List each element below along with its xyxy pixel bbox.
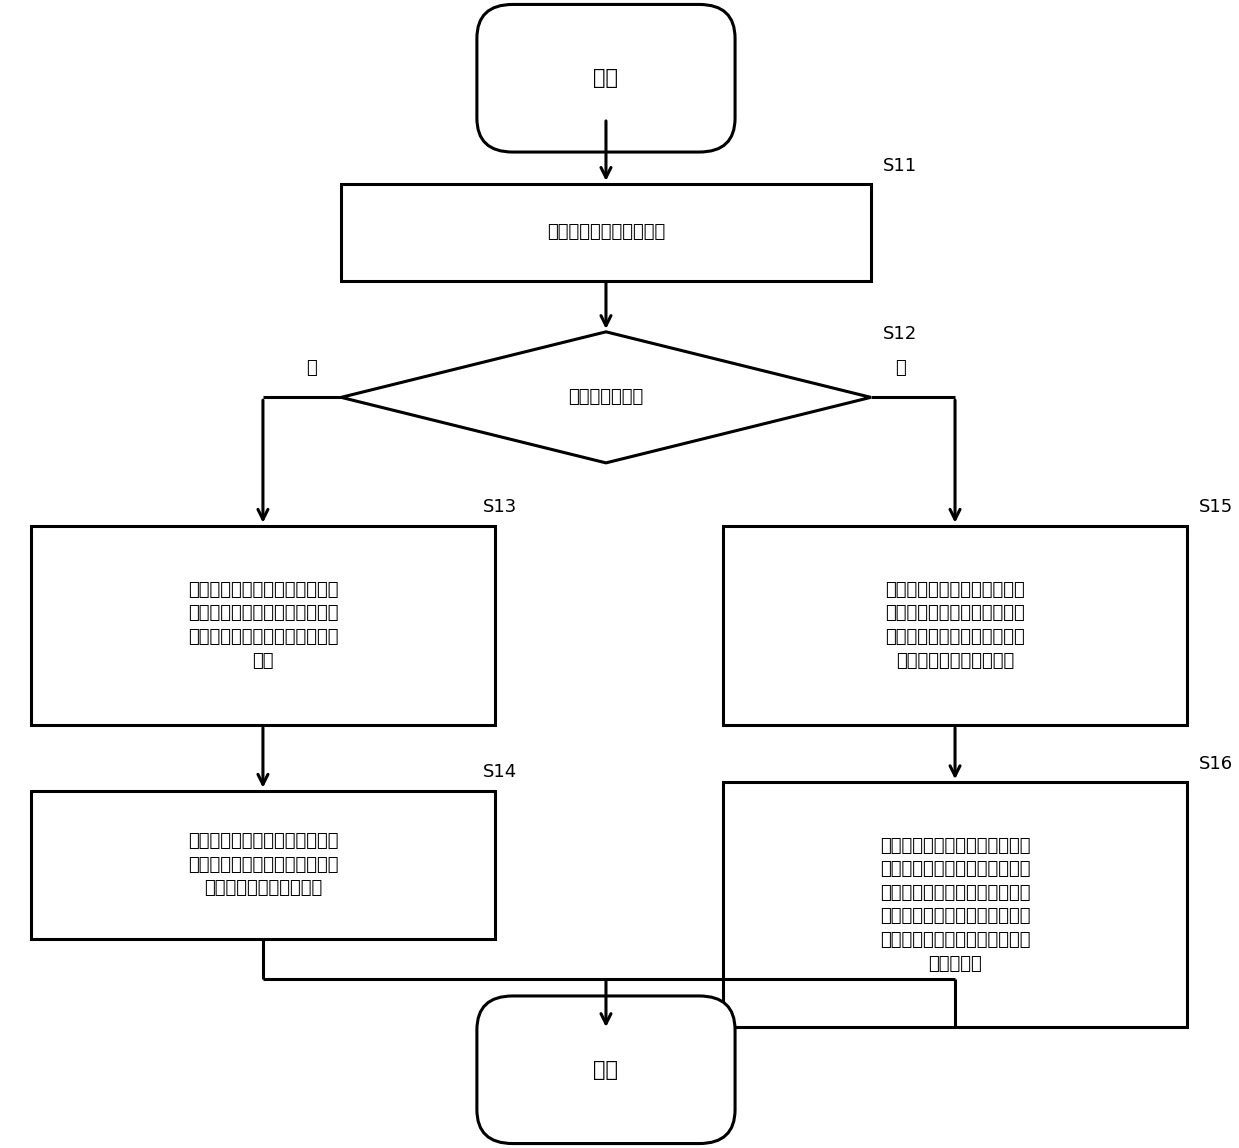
Text: 参会者是否在线: 参会者是否在线 bbox=[569, 388, 643, 406]
FancyBboxPatch shape bbox=[477, 996, 735, 1143]
Bar bbox=[31, 791, 494, 939]
Text: 结束: 结束 bbox=[593, 1060, 618, 1080]
Text: S13: S13 bbox=[483, 498, 517, 517]
Text: 向在线的参会者发出会议提醒，
在获取到响应会议提醒的确认信
息后，获取终端拍摄的即时人脸
图像: 向在线的参会者发出会议提醒， 在获取到响应会议提醒的确认信 息后，获取终端拍摄的… bbox=[187, 581, 338, 669]
Text: 向不在线的参会者的电话号码
发送通知信息，在获取到响应
通知信息的确认信息后，获取
终端拍摄的即时人脸图像: 向不在线的参会者的电话号码 发送通知信息，在获取到响应 通知信息的确认信息后，获… bbox=[885, 581, 1025, 669]
Text: 接收远程会议的会议设定: 接收远程会议的会议设定 bbox=[546, 223, 665, 241]
FancyBboxPatch shape bbox=[477, 5, 735, 152]
Text: 在即时人脸图像与参会者名单中
任一参会者的人脸数据匹配成功
后，允许终端登录远程会议管理
系统，若远程会议管理系统中的
远程会议正在进行中，将终端加
入远程会议: 在即时人脸图像与参会者名单中 任一参会者的人脸数据匹配成功 后，允许终端登录远程… bbox=[880, 837, 1031, 972]
Bar bbox=[724, 782, 1187, 1027]
Text: 在即时人脸图像与参会者名单中
任一参会者的人脸数据匹配成功
后，将终端加入远程会议: 在即时人脸图像与参会者名单中 任一参会者的人脸数据匹配成功 后，将终端加入远程会… bbox=[187, 832, 338, 898]
Bar bbox=[31, 526, 494, 726]
Polygon shape bbox=[341, 332, 871, 463]
Text: 否: 否 bbox=[896, 359, 906, 377]
Text: S16: S16 bbox=[1199, 755, 1233, 773]
Bar bbox=[341, 184, 871, 280]
Text: S14: S14 bbox=[483, 763, 517, 782]
Text: S12: S12 bbox=[883, 325, 917, 343]
Text: S15: S15 bbox=[1199, 498, 1233, 517]
Text: 是: 是 bbox=[306, 359, 316, 377]
Bar bbox=[724, 526, 1187, 726]
Text: S11: S11 bbox=[883, 156, 917, 174]
Text: 开始: 开始 bbox=[593, 68, 618, 88]
